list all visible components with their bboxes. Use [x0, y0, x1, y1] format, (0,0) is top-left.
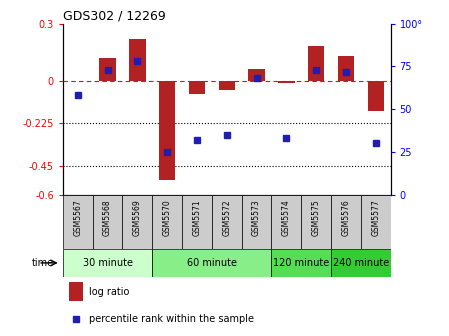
- Bar: [308, 46, 324, 81]
- Text: GSM5569: GSM5569: [133, 199, 142, 236]
- Bar: [123, 195, 152, 249]
- Bar: [331, 249, 391, 277]
- Bar: [70, 282, 83, 301]
- Text: GSM5575: GSM5575: [312, 199, 321, 236]
- Bar: [63, 195, 92, 249]
- Text: 120 minute: 120 minute: [273, 258, 330, 268]
- Bar: [129, 39, 145, 81]
- Text: 30 minute: 30 minute: [83, 258, 132, 268]
- Bar: [219, 81, 235, 90]
- Bar: [189, 81, 205, 94]
- Text: GSM5572: GSM5572: [222, 199, 231, 236]
- Text: GSM5577: GSM5577: [371, 199, 380, 236]
- Text: percentile rank within the sample: percentile rank within the sample: [89, 314, 254, 324]
- Text: log ratio: log ratio: [89, 287, 129, 297]
- Text: GSM5573: GSM5573: [252, 199, 261, 236]
- Text: 60 minute: 60 minute: [187, 258, 237, 268]
- Bar: [152, 195, 182, 249]
- Text: 240 minute: 240 minute: [333, 258, 389, 268]
- Text: GSM5574: GSM5574: [282, 199, 291, 236]
- Text: GSM5570: GSM5570: [163, 199, 172, 236]
- Bar: [152, 249, 272, 277]
- Bar: [272, 195, 301, 249]
- Text: GSM5576: GSM5576: [341, 199, 350, 236]
- Text: GSM5567: GSM5567: [73, 199, 82, 236]
- Bar: [182, 195, 212, 249]
- Text: GSM5571: GSM5571: [193, 199, 202, 236]
- Bar: [212, 195, 242, 249]
- Bar: [63, 249, 152, 277]
- Bar: [338, 56, 354, 81]
- Bar: [92, 195, 123, 249]
- Bar: [242, 195, 272, 249]
- Bar: [248, 69, 265, 81]
- Bar: [272, 249, 331, 277]
- Text: GDS302 / 12269: GDS302 / 12269: [63, 9, 166, 23]
- Bar: [331, 195, 361, 249]
- Text: time: time: [32, 258, 54, 268]
- Bar: [159, 81, 176, 180]
- Bar: [361, 195, 391, 249]
- Bar: [99, 58, 116, 81]
- Text: GSM5568: GSM5568: [103, 199, 112, 236]
- Bar: [368, 81, 384, 111]
- Bar: [278, 81, 295, 83]
- Bar: [301, 195, 331, 249]
